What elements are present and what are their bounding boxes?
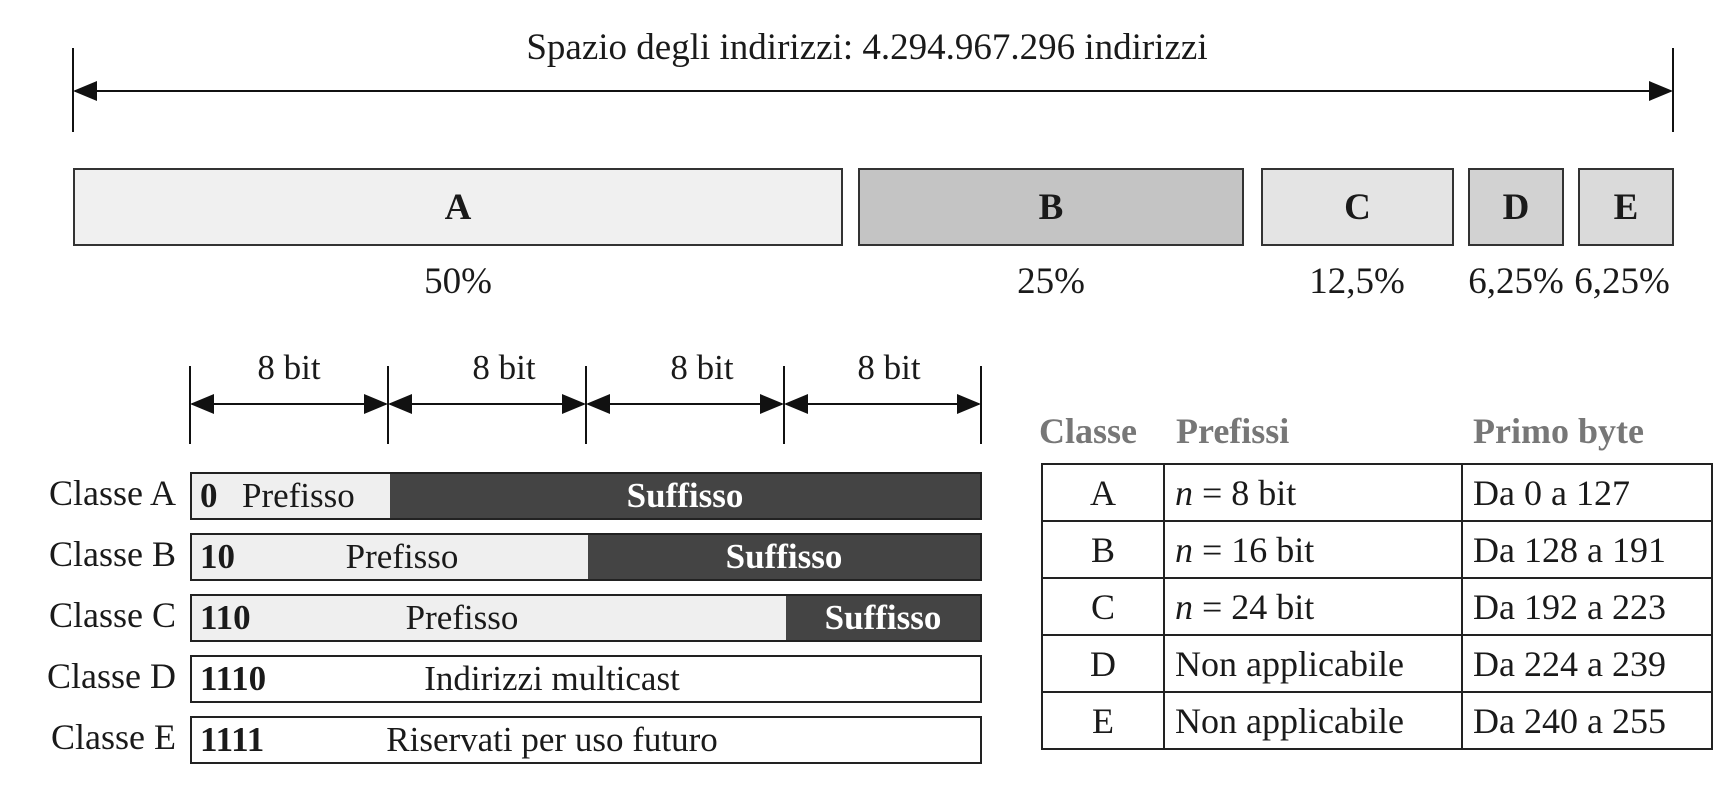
class-b-prefix: Prefisso xyxy=(345,537,459,576)
prefix-value: = 16 bit xyxy=(1193,529,1315,570)
segment-b-label: B xyxy=(1038,186,1064,228)
segment-c: C xyxy=(1261,168,1454,246)
prefix-value: = 8 bit xyxy=(1193,472,1297,513)
table-cell-classe: D xyxy=(1041,634,1165,693)
prefix-variable: n xyxy=(1175,529,1193,570)
table-cell-classe: C xyxy=(1041,577,1165,636)
segment-e-label: E xyxy=(1613,186,1639,228)
table-cell-primo-byte: Da 128 a 191 xyxy=(1461,520,1713,579)
segment-b-percent: 25% xyxy=(1017,261,1085,302)
segment-a: A xyxy=(73,168,843,246)
table-cell-primo-byte: Da 192 a 223 xyxy=(1461,577,1713,636)
segment-e: E xyxy=(1578,168,1674,246)
table-row: D Non applicabile Da 224 a 239 xyxy=(1041,634,1713,693)
prefix-value: = 24 bit xyxy=(1193,586,1315,627)
table-header-classe: Classe xyxy=(1039,411,1137,451)
table-cell-classe: E xyxy=(1041,691,1165,750)
class-a-suffix: Suffisso xyxy=(390,474,980,518)
table-cell-prefissi: Non applicabile xyxy=(1163,634,1463,693)
class-table: A n = 8 bit Da 0 a 127 B n = 16 bit Da 1… xyxy=(1041,463,1713,750)
prefix-variable: n xyxy=(1175,472,1193,513)
segment-d-percent: 6,25% xyxy=(1468,261,1564,302)
table-cell-prefissi: n = 16 bit xyxy=(1163,520,1463,579)
segment-b: B xyxy=(858,168,1244,246)
table-cell-prefissi: n = 24 bit xyxy=(1163,577,1463,636)
table-header-prefissi: Prefissi xyxy=(1176,411,1290,451)
segment-a-label: A xyxy=(444,186,472,228)
table-header-primo-byte: Primo byte xyxy=(1473,411,1644,451)
class-e-label: Classe E xyxy=(51,717,176,757)
prefix-value: Non applicabile xyxy=(1175,700,1404,741)
table-cell-primo-byte: Da 0 a 127 xyxy=(1461,463,1713,522)
class-c-bits: 110 xyxy=(200,598,251,637)
segment-c-percent: 12,5% xyxy=(1309,261,1405,302)
class-a-format: 0 Prefisso Suffisso xyxy=(190,472,982,520)
class-e-text: Riservati per uso futuro xyxy=(386,720,718,759)
table-cell-prefissi: Non applicabile xyxy=(1163,691,1463,750)
class-e-bits: 1111 xyxy=(200,720,265,759)
table-cell-primo-byte: Da 224 a 239 xyxy=(1461,634,1713,693)
class-b-prefix-field: 10 Prefisso xyxy=(192,535,588,579)
class-b-bits: 10 xyxy=(200,537,235,576)
bit-field-label-2: 8 bit xyxy=(472,348,536,387)
table-row: A n = 8 bit Da 0 a 127 xyxy=(1041,463,1713,522)
class-a-prefix-field: 0 Prefisso xyxy=(192,474,390,518)
class-a-bits: 0 xyxy=(200,476,218,515)
class-e-format: 1111 Riservati per uso futuro xyxy=(190,716,982,764)
class-c-suffix: Suffisso xyxy=(786,596,980,640)
table-row: B n = 16 bit Da 128 a 191 xyxy=(1041,520,1713,579)
class-d-format: 1110 Indirizzi multicast xyxy=(190,655,982,703)
class-c-prefix: Prefisso xyxy=(405,598,519,637)
table-cell-prefissi: n = 8 bit xyxy=(1163,463,1463,522)
table-row: C n = 24 bit Da 192 a 223 xyxy=(1041,577,1713,636)
bit-field-label-3: 8 bit xyxy=(670,348,734,387)
class-c-format: 110 Prefisso Suffisso xyxy=(190,594,982,642)
class-b-suffix: Suffisso xyxy=(588,535,980,579)
class-c-prefix-field: 110 Prefisso xyxy=(192,596,786,640)
prefix-value: Non applicabile xyxy=(1175,643,1404,684)
segment-d-label: D xyxy=(1502,186,1530,228)
class-d-label: Classe D xyxy=(47,656,176,696)
segment-e-percent: 6,25% xyxy=(1574,261,1670,302)
bit-field-label-1: 8 bit xyxy=(257,348,321,387)
class-a-label: Classe A xyxy=(48,473,176,513)
segment-c-label: C xyxy=(1344,186,1371,228)
class-d-bits: 1110 xyxy=(200,659,267,698)
class-c-label: Classe C xyxy=(48,595,176,635)
table-cell-primo-byte: Da 240 a 255 xyxy=(1461,691,1713,750)
class-b-format: 10 Prefisso Suffisso xyxy=(190,533,982,581)
table-cell-classe: B xyxy=(1041,520,1165,579)
segment-a-percent: 50% xyxy=(424,261,492,302)
table-cell-classe: A xyxy=(1041,463,1165,522)
class-a-prefix: Prefisso xyxy=(242,476,355,515)
address-space-title: Spazio degli indirizzi: 4.294.967.296 in… xyxy=(526,27,1208,68)
table-row: E Non applicabile Da 240 a 255 xyxy=(1041,691,1713,750)
class-b-label: Classe B xyxy=(48,534,176,574)
bit-field-label-4: 8 bit xyxy=(857,348,921,387)
class-d-text: Indirizzi multicast xyxy=(424,659,680,698)
prefix-variable: n xyxy=(1175,586,1193,627)
segment-d: D xyxy=(1468,168,1564,246)
